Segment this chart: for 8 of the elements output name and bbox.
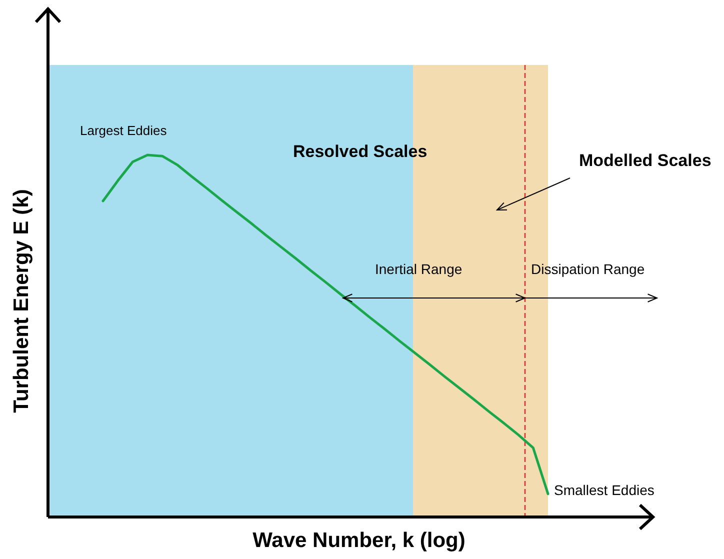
x-axis-title: Wave Number, k (log) — [252, 529, 466, 552]
annotation: Dissipation Range — [531, 261, 645, 277]
text: Largest Eddies — [80, 123, 168, 138]
annotation: Inertial Range — [375, 261, 462, 277]
text: Modelled Scales — [579, 151, 712, 170]
annotation: Smallest Eddies — [554, 482, 654, 498]
y-axis-title: Turbulent Energy E (k) — [10, 189, 33, 413]
annotation: Resolved Scales — [293, 142, 428, 161]
